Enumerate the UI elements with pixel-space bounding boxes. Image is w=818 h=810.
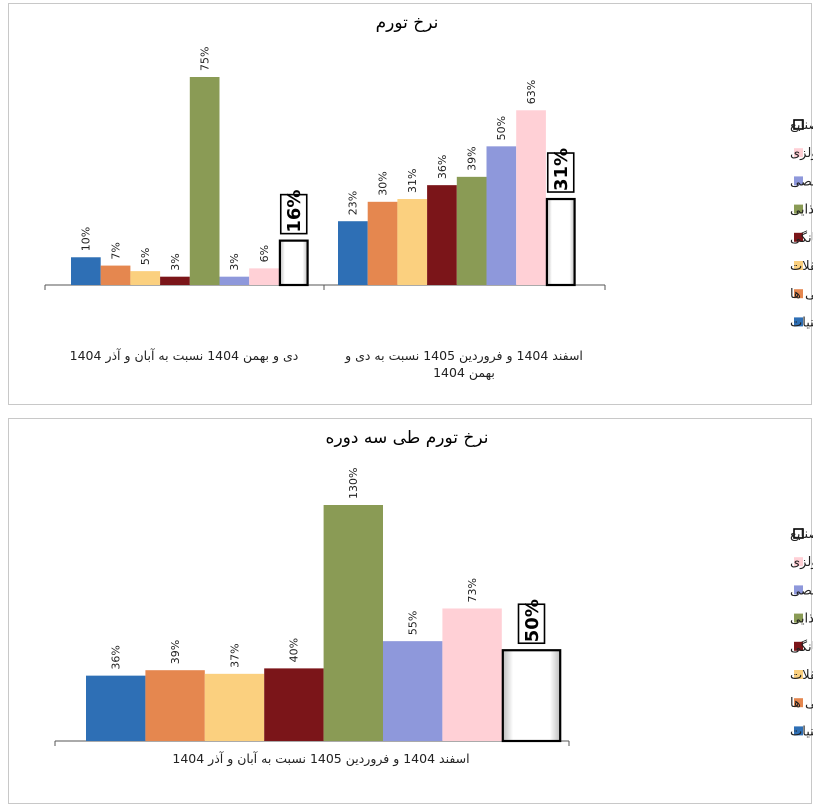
chart1-bar-label: 31% [551, 148, 572, 191]
chart1-bar-label: 16% [284, 190, 305, 233]
chart2-legend-swatch [794, 585, 803, 595]
chart2-category-label: اسفند 1404 و فروردین 1405 نسبت به آبان و… [172, 751, 469, 767]
chart1-bar [249, 268, 279, 285]
chart2-bar-label-box [517, 603, 546, 645]
chart1-bar-label: 36% [436, 155, 449, 179]
chart2-legend-label: محصولات مراقبت شخصی [790, 583, 813, 598]
chart-panel-period-inflation: نرخ تورم 10% 7% 5% 3% 75% 3% 6% 16% دی و بهمن 140… [8, 3, 813, 405]
chart1-category-label: بهمن 1404 [433, 365, 495, 381]
chart1-bar-label: 3% [169, 253, 182, 270]
chart1-title: نرخ تورم [376, 13, 439, 33]
chart2-bar-label: 39% [169, 640, 182, 664]
chart2-legend-swatch [794, 726, 803, 736]
chart1-bar-label-box [279, 193, 308, 235]
chart1-legend-label: مواد غذایی [790, 203, 813, 218]
chart1-bar-label: 23% [347, 191, 360, 215]
chart1-bar-label: 6% [258, 245, 271, 262]
chart1-bar-label: 30% [376, 171, 389, 195]
chart1-legend-swatch [794, 148, 803, 158]
chart1-bar [100, 265, 131, 285]
chart2-legend-swatch [794, 613, 803, 623]
chart2-legend-label: لبنیات [790, 724, 813, 739]
chart2-legend-swatch [794, 698, 803, 708]
chart2-bar [86, 675, 146, 741]
chart2-legend-swatch [794, 557, 803, 567]
chart1-bar [486, 146, 517, 285]
chart1-legend-swatch [794, 261, 803, 270]
chart1-legend-swatch [794, 289, 803, 299]
chart1-legend-label: همه صنایع [790, 118, 813, 133]
chart1-category-label: دی و بهمن 1404 نسبت به آبان و آذر 1404 [70, 348, 299, 364]
chart1-bar-label: 5% [139, 248, 152, 265]
chart2-title: نرخ تورم طی سه دوره [326, 428, 489, 448]
chart1-legend-label: محصولات مراقبت شخصی [790, 174, 813, 189]
chart1-bar [71, 257, 101, 285]
chart2-bar [204, 673, 265, 741]
chart-panel-three-periods: نرخ تورم طی سه دوره 36% 39% 37% 40% 130% 55% 73… [8, 418, 813, 804]
chart2-bar-label: 40% [288, 638, 301, 662]
chart1-legend-label: محصولات سلولزی [790, 146, 813, 161]
chart1-bar [130, 271, 161, 285]
chart1-bar [427, 185, 457, 285]
chart1-bar-label: 63% [525, 80, 538, 104]
chart1-bar-label: 7% [109, 242, 122, 259]
chart2-legend-label: همه صنایع [790, 527, 813, 542]
chart-period-inflation: نرخ تورم 10% 7% 5% 3% 75% 3% 6% 16% دی و بهمن 140… [44, 13, 813, 381]
chart2-legend-label: محصولات مراقبت خانگی [790, 639, 813, 655]
chart1-legend-label: محصولات مراقبت خانگی [790, 230, 813, 246]
chart2-bar [264, 668, 324, 741]
chart1-bar [338, 221, 368, 285]
chart2-bar [442, 608, 502, 741]
chart1-legend-label: تنقلات [790, 259, 813, 274]
chart1-bar [456, 176, 487, 285]
chart1-bar [160, 276, 190, 285]
chart1-legend-label: لبنیات [790, 315, 813, 330]
chart2-bar-all-industries [501, 649, 562, 743]
chart1-bar-all-industries [545, 197, 576, 287]
chart2-bar-label: 130% [347, 468, 360, 499]
chart-three-periods: نرخ تورم طی سه دوره 36% 39% 37% 40% 130% 55% 73… [54, 428, 813, 767]
chart1-bar-label: 31% [406, 169, 419, 193]
chart1-bar [367, 201, 398, 285]
chart1-legend-swatch [794, 176, 803, 186]
chart1-legend-swatch [794, 204, 803, 214]
chart2-legend-label: محصولات سلولزی [790, 555, 813, 570]
chart1-bar-label: 10% [80, 227, 93, 251]
chart2-bar-label: 36% [110, 645, 123, 669]
chart1-legend-swatch [793, 119, 804, 130]
chart2-bar-label: 37% [228, 643, 241, 667]
chart1-legend-swatch [794, 232, 803, 242]
chart1-bar-label: 3% [228, 253, 241, 270]
chart1-bar-all-industries [278, 239, 309, 287]
chart2-bar [323, 505, 383, 741]
chart2-bar [145, 670, 205, 741]
chart1-bar [397, 199, 428, 285]
chart1-bar-label: 75% [199, 47, 212, 71]
chart2-legend-swatch [793, 528, 804, 539]
chart1-bar [516, 110, 546, 285]
chart2-legend-swatch [794, 641, 803, 651]
chart1-category-label: اسفند 1404 و فروردین 1405 نسبت به دی و [344, 348, 583, 364]
chart1-bar-label: 39% [466, 146, 479, 170]
chart1-bar-label: 50% [495, 116, 508, 140]
chart1-legend-label: نوشیدنی ها [790, 287, 813, 302]
chart2-legend-swatch [794, 670, 803, 679]
chart2-bar-label: 55% [407, 611, 420, 635]
chart2-legend-label: مواد غذایی [790, 612, 813, 627]
chart1-legend-swatch [794, 317, 803, 327]
chart1-bar-label-box [546, 152, 575, 193]
chart2-bar [383, 641, 443, 741]
chart1-bar [189, 77, 220, 285]
chart2-legend-label: نوشیدنی ها [790, 696, 813, 711]
chart2-legend-label: تنقلات [790, 668, 813, 683]
chart2-bar-label: 73% [466, 578, 479, 602]
chart2-bar-label: 50% [522, 599, 543, 642]
chart1-bar [219, 276, 250, 285]
